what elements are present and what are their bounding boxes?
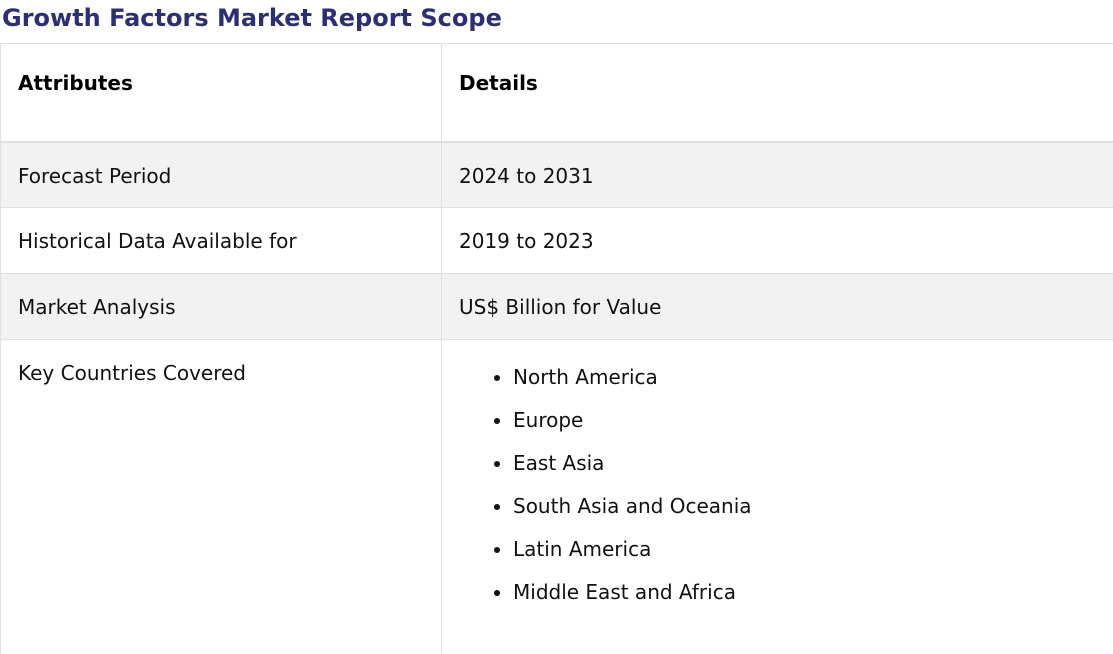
table-row: Key Countries Covered North America Euro… xyxy=(0,339,1113,654)
list-item: Europe xyxy=(513,406,1113,434)
list-item: East Asia xyxy=(513,449,1113,477)
details-header: Details xyxy=(441,43,1113,142)
page-title: Growth Factors Market Report Scope xyxy=(2,4,502,32)
detail-cell: North America Europe East Asia South Asi… xyxy=(441,339,1113,654)
detail-cell: 2024 to 2031 xyxy=(441,141,1113,208)
attribute-cell: Market Analysis xyxy=(0,273,442,340)
detail-cell: US$ Billion for Value xyxy=(441,273,1113,340)
list-item: Latin America xyxy=(513,535,1113,563)
attribute-cell: Key Countries Covered xyxy=(0,339,442,654)
table-row: Market Analysis US$ Billion for Value xyxy=(0,273,1113,340)
table-header-row: Attributes Details xyxy=(0,43,1113,142)
detail-cell: 2019 to 2023 xyxy=(441,207,1113,274)
list-item: Middle East and Africa xyxy=(513,578,1113,606)
table-row: Historical Data Available for 2019 to 20… xyxy=(0,207,1113,274)
list-item: South Asia and Oceania xyxy=(513,492,1113,520)
country-list: North America Europe East Asia South Asi… xyxy=(459,363,1113,606)
table-row: Forecast Period 2024 to 2031 xyxy=(0,141,1113,208)
attribute-cell: Historical Data Available for xyxy=(0,207,442,274)
report-scope-table: Attributes Details Forecast Period 2024 … xyxy=(0,43,1113,654)
attributes-header: Attributes xyxy=(0,43,442,142)
attribute-cell: Forecast Period xyxy=(0,141,442,208)
list-item: North America xyxy=(513,363,1113,391)
